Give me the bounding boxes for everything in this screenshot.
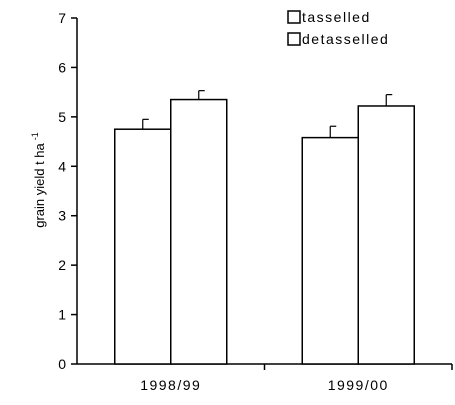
legend-swatch-tasselled [287,10,301,24]
bar-detasselled-1 [357,105,415,365]
y-tick-label: 3 [58,208,66,224]
legend-swatch-detasselled [287,32,301,46]
legend: tasselled detasselled [287,9,389,47]
y-tick-label: 7 [58,10,66,26]
y-tick-label: 5 [58,109,66,125]
y-tick-label: 6 [58,59,66,75]
y-tick-label: 1 [58,307,66,323]
x-tick-labels: 1998/99 1999/00 [140,377,389,393]
y-tick-label: 4 [58,158,66,174]
y-tick-label: 0 [58,356,66,372]
legend-label-tasselled: tasselled [302,9,371,25]
legend-label-detasselled: detasselled [302,31,389,47]
y-axis-label-text: grain yield t ha [32,142,47,227]
y-ticks: 0 1 2 3 4 5 6 7 [58,10,77,372]
y-axis-label: grain yield t ha -1 [30,132,47,228]
bars [114,90,415,365]
x-tick-label: 1998/99 [140,377,201,393]
y-axis-label-superscript: -1 [30,132,40,140]
bar-tasselled-1 [301,136,359,365]
x-tick-label: 1999/00 [328,377,389,393]
bar-tasselled-0 [114,128,172,365]
y-tick-label: 2 [58,257,66,273]
bar-detasselled-0 [170,98,228,365]
